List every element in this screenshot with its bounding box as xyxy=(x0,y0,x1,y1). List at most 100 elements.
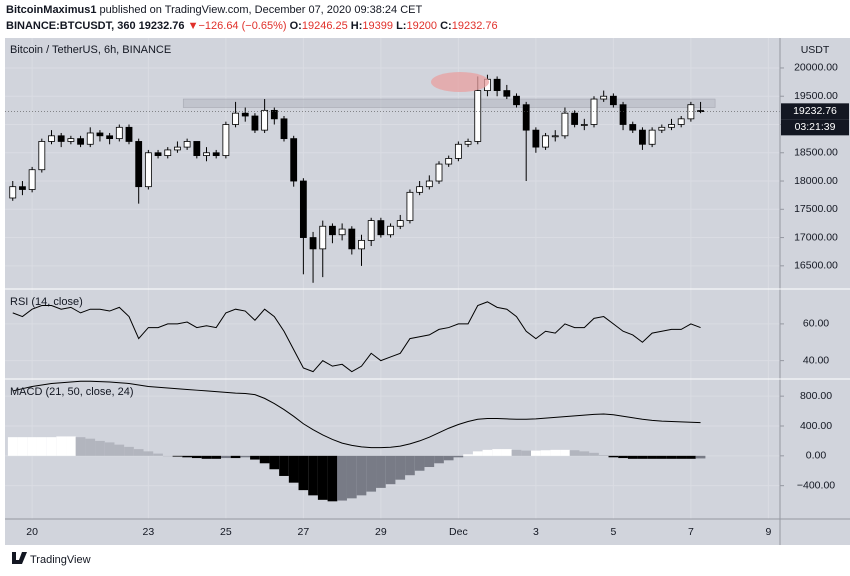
histogram-bar xyxy=(182,455,192,458)
histogram-bar xyxy=(104,442,115,456)
published: published on TradingView.com, December 0… xyxy=(100,4,423,16)
candle-body xyxy=(348,228,356,250)
countdown-label: 03:21:39 xyxy=(795,121,836,133)
histogram-bar xyxy=(492,449,502,456)
candle-body xyxy=(28,169,36,190)
histogram-bar xyxy=(385,455,396,485)
candle-body xyxy=(474,90,482,142)
axis-title: USDT xyxy=(801,44,830,56)
histogram-bar xyxy=(85,438,96,456)
histogram-bar xyxy=(376,455,386,488)
histogram-bar xyxy=(250,455,260,460)
histogram-bar xyxy=(317,455,328,500)
candle-body xyxy=(387,225,394,236)
o-label: O: xyxy=(290,20,302,32)
candle-body xyxy=(261,109,269,131)
candle-body xyxy=(571,112,579,125)
histogram-bar xyxy=(240,455,251,458)
candle-body xyxy=(222,124,230,156)
histogram-bar xyxy=(366,455,377,492)
o-value: 19246.25 xyxy=(302,20,348,32)
histogram-bar xyxy=(589,452,599,456)
candle-body xyxy=(697,110,704,112)
candle-body xyxy=(290,138,298,182)
histogram-bar xyxy=(124,446,134,456)
candle-body xyxy=(406,191,414,221)
y-tick-label: 60.00 xyxy=(803,318,829,330)
chart-area xyxy=(5,38,850,545)
candle-body xyxy=(212,152,220,156)
histogram-bar xyxy=(414,455,425,471)
candle-body xyxy=(561,112,569,137)
histogram-bar xyxy=(298,455,309,491)
histogram-bar xyxy=(405,455,415,476)
histogram-bar xyxy=(521,450,532,456)
candle-body xyxy=(639,129,646,145)
histogram-bar xyxy=(279,455,289,476)
l-label: L: xyxy=(396,20,406,32)
histogram-bar xyxy=(637,455,648,459)
candle-body xyxy=(454,143,462,159)
l-value: 19200 xyxy=(406,20,437,32)
candle-body xyxy=(358,239,365,250)
change: ▼−126.64 (−0.65%) xyxy=(188,20,287,32)
candle-body xyxy=(648,129,656,145)
histogram-bar xyxy=(95,440,105,456)
candle-body xyxy=(542,135,549,148)
histogram-bar xyxy=(395,455,406,480)
histogram-bar xyxy=(133,449,144,456)
histogram-bar xyxy=(511,449,522,456)
candle-body xyxy=(513,95,520,106)
author: BitcoinMaximus1 xyxy=(6,4,96,16)
x-tick-label: 20 xyxy=(26,526,38,538)
candle-body xyxy=(144,152,152,188)
x-tick-label: 3 xyxy=(533,526,539,538)
histogram-bar xyxy=(463,454,473,456)
candle-body xyxy=(125,126,133,142)
last-price-box xyxy=(781,103,849,120)
histogram-bar xyxy=(27,437,37,456)
candle-body xyxy=(377,220,385,236)
x-tick-label: 9 xyxy=(765,526,771,538)
symbol: BINANCE:BTCUSDT, 360 xyxy=(6,20,136,32)
candle-body xyxy=(590,98,598,125)
candle-body xyxy=(416,186,424,193)
histogram-bar xyxy=(337,455,347,501)
c-value: 19232.76 xyxy=(452,20,498,32)
histogram-bar xyxy=(288,455,299,483)
candle-body xyxy=(367,220,375,241)
candle-body xyxy=(425,180,433,188)
histogram-bar xyxy=(230,455,241,459)
histogram-bar xyxy=(501,449,512,456)
candle-body xyxy=(493,78,501,91)
candle-body xyxy=(183,141,191,148)
rsi-pane-title: RSI (14, close) xyxy=(10,296,83,308)
histogram-bar xyxy=(453,455,464,458)
y-tick-label: 16500.00 xyxy=(794,260,838,272)
price-pane-title: Bitcoin / TetherUS, 6h, BINANCE xyxy=(10,44,171,56)
last-price: 19232.76 xyxy=(139,20,185,32)
candle-body xyxy=(435,163,443,182)
histogram-bar xyxy=(569,450,580,456)
candle-body xyxy=(580,124,588,126)
candle-body xyxy=(658,126,666,131)
candle-body xyxy=(445,158,453,165)
y-tick-label: 20000.00 xyxy=(794,62,838,74)
histogram-bar xyxy=(143,451,154,456)
histogram-bar xyxy=(424,455,435,468)
header-line-1: BitcoinMaximus1 published on TradingView… xyxy=(6,4,422,16)
candle-body xyxy=(67,138,75,142)
histogram-bar xyxy=(608,455,619,458)
y-tick-label: 17500.00 xyxy=(794,203,838,215)
candle-body xyxy=(600,95,608,100)
candle-body xyxy=(154,152,162,156)
histogram-bar xyxy=(327,455,338,502)
histogram-bar xyxy=(686,455,696,459)
histogram-bar xyxy=(201,455,212,459)
y-tick-label: 400.00 xyxy=(800,420,832,432)
candle-body xyxy=(38,141,46,171)
macd-line xyxy=(12,380,701,449)
candle-body xyxy=(668,124,675,128)
tv-logo xyxy=(12,552,27,564)
candle-body xyxy=(86,132,94,145)
